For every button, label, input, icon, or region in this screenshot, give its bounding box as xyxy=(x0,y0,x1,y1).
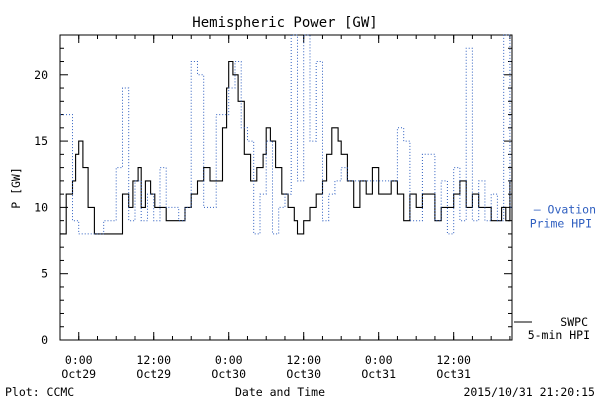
x-tick-date-label: Oct31 xyxy=(361,367,396,381)
x-tick-date-label: Oct29 xyxy=(136,367,171,381)
y-tick-label: 5 xyxy=(41,267,48,281)
footer-center: Date and Time xyxy=(235,385,325,399)
y-tick-label: 0 xyxy=(41,333,48,347)
x-tick-time-label: 0:00 xyxy=(215,353,243,367)
legend-swpc-line2: 5-min HPI xyxy=(528,328,590,342)
x-tick-time-label: 0:00 xyxy=(365,353,393,367)
x-tick-date-label: Oct30 xyxy=(286,367,321,381)
legend-ovation-line1: — Ovation xyxy=(534,202,596,216)
x-tick-time-label: 12:00 xyxy=(436,353,471,367)
x-tick-date-label: Oct30 xyxy=(211,367,246,381)
y-axis: 0 5 10 15 20 xyxy=(34,47,512,347)
footer-right: 2015/10/31 21:20:15 xyxy=(463,385,595,399)
legend-swpc-line1: SWPC xyxy=(560,315,588,329)
chart-title: Hemispheric Power [GW] xyxy=(192,15,377,31)
y-tick-label: 10 xyxy=(34,200,48,214)
x-tick-time-label: 0:00 xyxy=(65,353,93,367)
legend-ovation-line2: Prime HPI xyxy=(530,216,592,230)
x-axis: 0:00Oct2912:00Oct290:00Oct3012:00Oct300:… xyxy=(61,35,511,381)
series-line-ovation-prime-hpi xyxy=(60,34,512,235)
plot-frame xyxy=(59,34,513,341)
x-tick-time-label: 12:00 xyxy=(136,353,171,367)
y-tick-label: 20 xyxy=(34,68,48,82)
x-tick-time-label: 12:00 xyxy=(286,353,321,367)
series-layer xyxy=(60,34,513,235)
series-line-swpc-hpi xyxy=(60,60,513,235)
x-tick-date-label: Oct29 xyxy=(61,367,96,381)
footer-left: Plot: CCMC xyxy=(5,385,74,399)
x-tick-date-label: Oct31 xyxy=(436,367,471,381)
y-axis-label: P [GW] xyxy=(9,167,23,209)
y-tick-label: 15 xyxy=(34,134,48,148)
